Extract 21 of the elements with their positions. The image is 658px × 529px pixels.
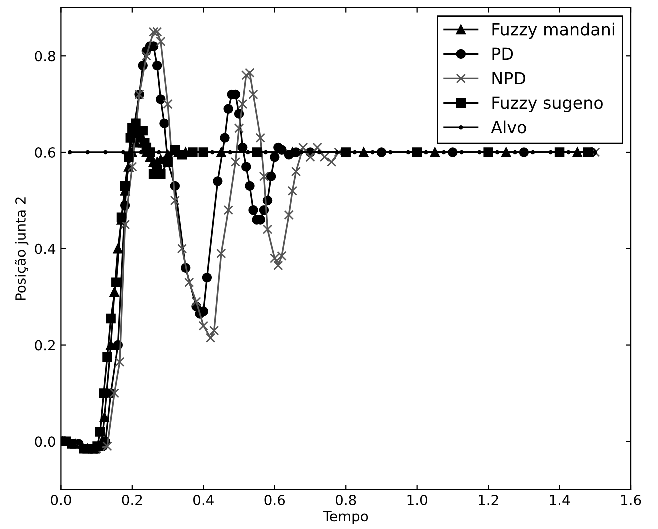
y-tick-label: 0.2 [35, 340, 55, 351]
x-tick-label: 1.4 [550, 495, 570, 506]
legend-label: Alvo [491, 120, 526, 134]
legend-label: Fuzzy mandani [492, 22, 614, 40]
x-tick-label: 1.2 [479, 494, 498, 506]
y-tick-label: 0.0 [35, 436, 56, 448]
x-tick-label: 0.4 [194, 494, 214, 506]
legend-label: Fuzzy sugeno [492, 96, 603, 112]
y-axis-title: Posição junta 2 [15, 198, 29, 300]
x-axis-title: Tempo [323, 511, 368, 524]
x-tick-label: 0.0 [51, 494, 72, 506]
y-tick-label: 0.6 [35, 147, 56, 158]
y-tick-label: 0.8 [35, 51, 56, 62]
x-tick-label: 0.2 [122, 494, 142, 506]
x-tick-label: 1.0 [408, 494, 428, 506]
legend-label: PD [492, 48, 514, 60]
y-tick-label: 0.4 [35, 244, 56, 254]
x-tick-label: 0.8 [336, 494, 356, 506]
legend-label: NPD [492, 72, 526, 85]
x-tick-label: 0.6 [264, 494, 286, 506]
x-tick-label: 1.6 [622, 494, 642, 506]
